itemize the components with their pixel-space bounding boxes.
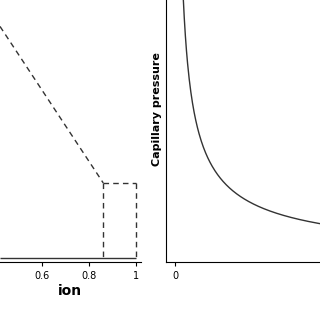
Y-axis label: Capillary pressure: Capillary pressure bbox=[152, 52, 162, 166]
X-axis label: ion: ion bbox=[58, 284, 83, 298]
